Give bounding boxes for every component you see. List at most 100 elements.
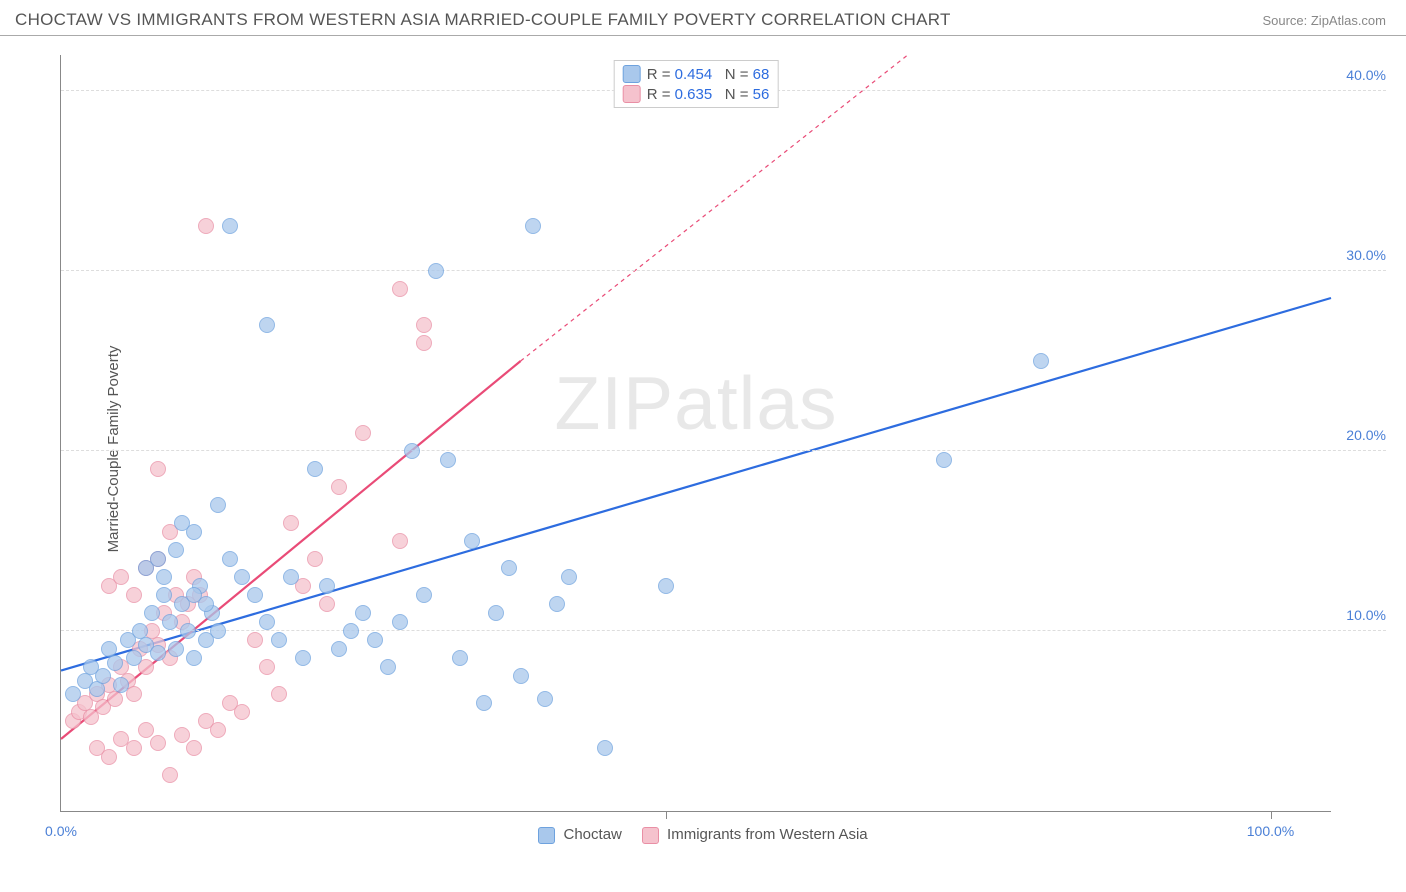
point-series1 <box>168 542 184 558</box>
chart-area: Married-Couple Family Poverty ZIPatlas R… <box>15 45 1391 852</box>
point-series1 <box>95 668 111 684</box>
point-series2 <box>271 686 287 702</box>
point-series1 <box>259 317 275 333</box>
legend-label: Choctaw <box>559 826 622 843</box>
point-series1 <box>380 659 396 675</box>
point-series2 <box>150 735 166 751</box>
point-series1 <box>392 614 408 630</box>
point-series1 <box>156 587 172 603</box>
point-series1 <box>416 587 432 603</box>
point-series1 <box>597 740 613 756</box>
point-series1 <box>1033 353 1049 369</box>
point-series1 <box>549 596 565 612</box>
point-series1 <box>561 569 577 585</box>
plot-region: ZIPatlas R = 0.454 N = 68R = 0.635 N = 5… <box>60 55 1331 812</box>
point-series2 <box>355 425 371 441</box>
point-series2 <box>283 515 299 531</box>
legend-stat-row: R = 0.454 N = 68 <box>623 64 770 84</box>
point-series1 <box>222 551 238 567</box>
point-series2 <box>138 722 154 738</box>
point-series1 <box>210 497 226 513</box>
point-series2 <box>416 317 432 333</box>
point-series1 <box>65 686 81 702</box>
gridline <box>61 270 1386 271</box>
point-series2 <box>210 722 226 738</box>
point-series1 <box>247 587 263 603</box>
point-series1 <box>355 605 371 621</box>
point-series2 <box>392 533 408 549</box>
y-tick-label: 30.0% <box>1346 247 1386 263</box>
point-series1 <box>186 524 202 540</box>
gridline <box>61 450 1386 451</box>
point-series1 <box>343 623 359 639</box>
point-series1 <box>113 677 129 693</box>
legend-swatch <box>623 85 641 103</box>
point-series1 <box>525 218 541 234</box>
point-series1 <box>307 461 323 477</box>
y-tick-label: 20.0% <box>1346 427 1386 443</box>
y-tick-label: 40.0% <box>1346 67 1386 83</box>
point-series1 <box>283 569 299 585</box>
point-series2 <box>186 740 202 756</box>
point-series1 <box>180 623 196 639</box>
y-tick-label: 10.0% <box>1346 607 1386 623</box>
legend-stats: R = 0.454 N = 68R = 0.635 N = 56 <box>614 60 779 108</box>
point-series1 <box>144 605 160 621</box>
x-tick <box>666 811 667 819</box>
point-series2 <box>307 551 323 567</box>
point-series2 <box>126 587 142 603</box>
point-series1 <box>162 614 178 630</box>
point-series1 <box>513 668 529 684</box>
point-series1 <box>150 551 166 567</box>
legend-label: Immigrants from Western Asia <box>663 826 868 843</box>
point-series1 <box>156 569 172 585</box>
point-series2 <box>101 749 117 765</box>
point-series1 <box>428 263 444 279</box>
point-series2 <box>198 218 214 234</box>
point-series1 <box>271 632 287 648</box>
trend-lines <box>61 55 1331 811</box>
point-series2 <box>331 479 347 495</box>
point-series2 <box>113 569 129 585</box>
point-series1 <box>234 569 250 585</box>
point-series2 <box>319 596 335 612</box>
point-series2 <box>174 727 190 743</box>
point-series1 <box>488 605 504 621</box>
point-series1 <box>150 645 166 661</box>
point-series1 <box>404 443 420 459</box>
point-series1 <box>537 691 553 707</box>
point-series1 <box>222 218 238 234</box>
point-series2 <box>259 659 275 675</box>
point-series1 <box>168 641 184 657</box>
chart-header: CHOCTAW VS IMMIGRANTS FROM WESTERN ASIA … <box>0 0 1406 36</box>
gridline <box>61 630 1386 631</box>
point-series1 <box>476 695 492 711</box>
point-series1 <box>658 578 674 594</box>
x-tick <box>1271 811 1272 819</box>
point-series2 <box>126 740 142 756</box>
point-series1 <box>367 632 383 648</box>
point-series1 <box>198 596 214 612</box>
point-series2 <box>107 691 123 707</box>
point-series1 <box>107 655 123 671</box>
point-series1 <box>331 641 347 657</box>
legend-swatch <box>642 827 659 844</box>
point-series2 <box>247 632 263 648</box>
legend-swatch <box>623 65 641 83</box>
point-series2 <box>162 767 178 783</box>
legend-swatch <box>538 827 555 844</box>
legend-series: Choctaw Immigrants from Western Asia <box>15 826 1391 844</box>
point-series1 <box>464 533 480 549</box>
legend-stat-row: R = 0.635 N = 56 <box>623 84 770 104</box>
point-series1 <box>186 650 202 666</box>
point-series1 <box>259 614 275 630</box>
point-series1 <box>319 578 335 594</box>
point-series1 <box>936 452 952 468</box>
point-series2 <box>234 704 250 720</box>
point-series1 <box>440 452 456 468</box>
point-series2 <box>416 335 432 351</box>
point-series1 <box>452 650 468 666</box>
point-series1 <box>501 560 517 576</box>
chart-source: Source: ZipAtlas.com <box>1262 13 1386 28</box>
chart-title: CHOCTAW VS IMMIGRANTS FROM WESTERN ASIA … <box>15 10 951 30</box>
